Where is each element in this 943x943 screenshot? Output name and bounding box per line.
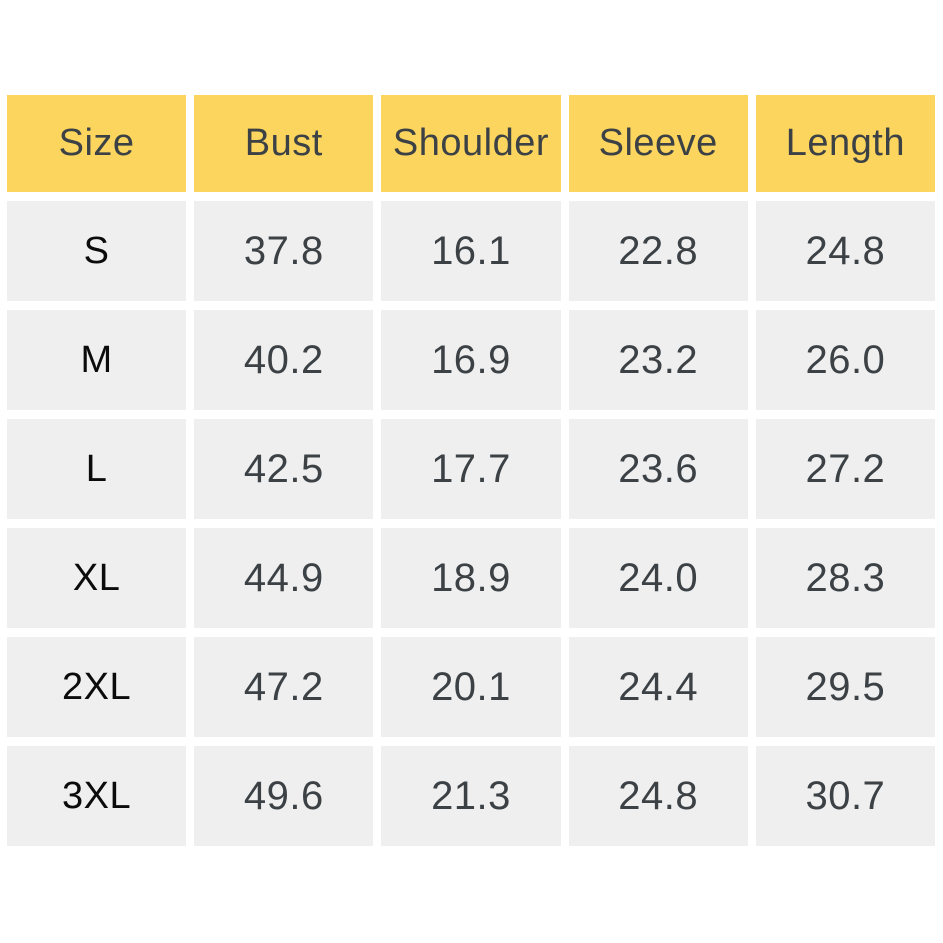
size-cell: S bbox=[7, 201, 187, 301]
sleeve-cell: 24.8 bbox=[568, 746, 748, 846]
bust-cell: 47.2 bbox=[194, 637, 374, 737]
sleeve-cell: 23.2 bbox=[568, 310, 748, 410]
bust-cell: 40.2 bbox=[194, 310, 374, 410]
size-cell: M bbox=[7, 310, 187, 410]
length-cell: 29.5 bbox=[755, 637, 935, 737]
size-cell: 2XL bbox=[7, 637, 187, 737]
shoulder-cell: 16.1 bbox=[381, 201, 561, 301]
length-cell: 28.3 bbox=[755, 528, 935, 628]
sleeve-cell: 23.6 bbox=[568, 419, 748, 519]
size-cell: XL bbox=[7, 528, 187, 628]
bust-cell: 44.9 bbox=[194, 528, 374, 628]
column-header-shoulder: Shoulder bbox=[381, 95, 561, 192]
bust-cell: 49.6 bbox=[194, 746, 374, 846]
shoulder-cell: 18.9 bbox=[381, 528, 561, 628]
length-cell: 26.0 bbox=[755, 310, 935, 410]
column-header-sleeve: Sleeve bbox=[568, 95, 748, 192]
column-header-bust: Bust bbox=[194, 95, 374, 192]
shoulder-cell: 20.1 bbox=[381, 637, 561, 737]
shoulder-cell: 21.3 bbox=[381, 746, 561, 846]
sleeve-cell: 24.4 bbox=[568, 637, 748, 737]
length-cell: 24.8 bbox=[755, 201, 935, 301]
size-cell: 3XL bbox=[7, 746, 187, 846]
sleeve-cell: 22.8 bbox=[568, 201, 748, 301]
shoulder-cell: 17.7 bbox=[381, 419, 561, 519]
size-chart-table: Size Bust Shoulder Sleeve Length S 37.8 … bbox=[7, 95, 935, 846]
bust-cell: 42.5 bbox=[194, 419, 374, 519]
length-cell: 30.7 bbox=[755, 746, 935, 846]
column-header-length: Length bbox=[755, 95, 935, 192]
column-header-size: Size bbox=[7, 95, 187, 192]
sleeve-cell: 24.0 bbox=[568, 528, 748, 628]
shoulder-cell: 16.9 bbox=[381, 310, 561, 410]
size-cell: L bbox=[7, 419, 187, 519]
length-cell: 27.2 bbox=[755, 419, 935, 519]
bust-cell: 37.8 bbox=[194, 201, 374, 301]
